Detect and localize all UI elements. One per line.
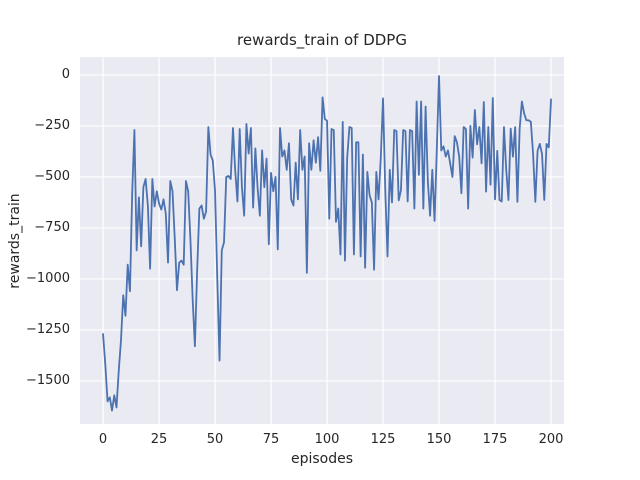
y-tick-label-−1500: −1500 (26, 372, 70, 388)
y-tick-label-−1250: −1250 (26, 321, 70, 337)
x-tick-label-125: 125 (370, 432, 396, 447)
x-tick-label-75: 75 (262, 432, 280, 447)
y-tick-label-−1000: −1000 (26, 270, 70, 286)
x-tick-label-150: 150 (426, 432, 452, 447)
y-tick-label-−500: −500 (34, 168, 70, 184)
x-tick-label-0: 0 (98, 432, 108, 447)
x-tick-label-200: 200 (538, 432, 564, 447)
y-tick-label-−250: −250 (34, 117, 70, 133)
x-tick-label-50: 50 (206, 432, 224, 447)
reward-series-line (102, 75, 552, 412)
x-tick-label-175: 175 (482, 432, 508, 447)
x-axis-label: episodes (290, 451, 354, 467)
y-tick-label-−750: −750 (34, 219, 70, 235)
chart-title: rewards_train of DDPG (237, 31, 407, 49)
x-tick-label-25: 25 (150, 432, 168, 447)
x-tick-label-100: 100 (314, 432, 340, 447)
y-tick-label-0: 0 (61, 66, 70, 82)
y-axis-label: rewards_train (7, 193, 23, 289)
